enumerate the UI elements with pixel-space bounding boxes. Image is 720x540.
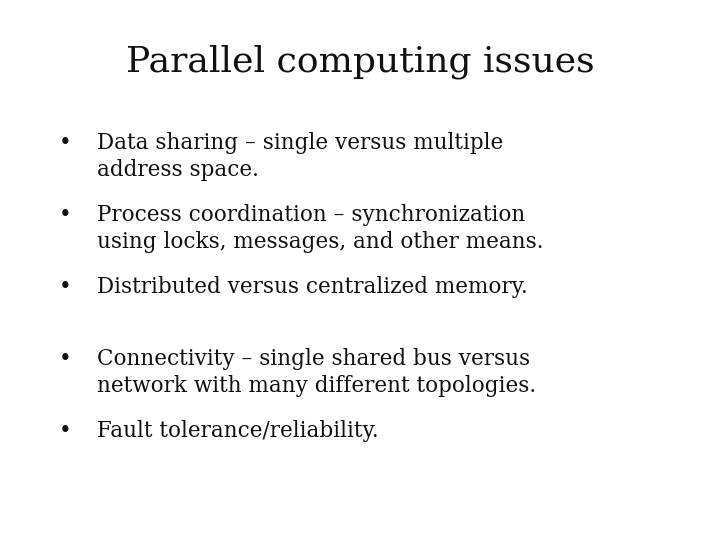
Text: Process coordination – synchronization
using locks, messages, and other means.: Process coordination – synchronization u…	[97, 204, 544, 253]
Text: •: •	[58, 420, 71, 442]
Text: Fault tolerance/reliability.: Fault tolerance/reliability.	[97, 420, 379, 442]
Text: •: •	[58, 132, 71, 154]
Text: •: •	[58, 204, 71, 226]
Text: Connectivity – single shared bus versus
network with many different topologies.: Connectivity – single shared bus versus …	[97, 348, 536, 397]
Text: •: •	[58, 276, 71, 298]
Text: Data sharing – single versus multiple
address space.: Data sharing – single versus multiple ad…	[97, 132, 503, 181]
Text: Parallel computing issues: Parallel computing issues	[126, 45, 594, 79]
Text: Distributed versus centralized memory.: Distributed versus centralized memory.	[97, 276, 528, 298]
Text: •: •	[58, 348, 71, 370]
